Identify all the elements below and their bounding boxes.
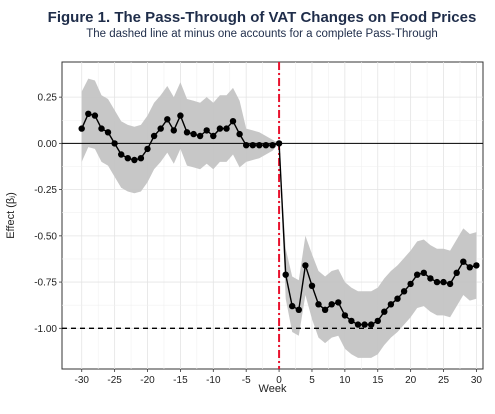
series-point	[315, 301, 322, 308]
y-tick-label: 0.25	[38, 93, 58, 104]
series-point	[177, 112, 184, 119]
x-tick-label: 25	[438, 375, 450, 386]
series-point	[407, 280, 414, 288]
series-point	[183, 129, 191, 136]
series-point	[269, 142, 276, 149]
series-point	[157, 125, 164, 132]
series-point	[473, 262, 480, 269]
series-point	[137, 155, 145, 162]
x-tick-label: -30	[75, 375, 90, 386]
series-point	[243, 142, 250, 149]
y-tick-label: -1.00	[34, 324, 57, 335]
series-point	[78, 125, 85, 132]
series-point	[190, 130, 197, 138]
series-point	[164, 116, 171, 123]
y-tick-label: 0.00	[38, 139, 58, 150]
confidence-band-layer	[81, 78, 477, 358]
series-point	[91, 112, 99, 119]
series-point	[460, 258, 467, 265]
x-tick-label: 5	[309, 375, 315, 386]
series-point	[118, 151, 125, 158]
y-axis-title: Effect (βⱼ)	[5, 192, 17, 239]
series-point	[111, 140, 118, 147]
y-axis-ticks: 0.25 0.00 -0.25 -0.50 -0.75 -1.00	[34, 93, 62, 335]
series-point	[466, 264, 473, 271]
series-point	[414, 271, 421, 278]
series-point	[302, 262, 309, 269]
chart-subtitle: The dashed line at minus one accounts fo…	[86, 28, 438, 40]
series-point	[387, 301, 395, 308]
series-point	[223, 125, 230, 132]
series-point	[453, 269, 460, 276]
x-tick-label: 30	[471, 375, 483, 386]
series-point	[335, 299, 342, 306]
plot-panel	[61, 61, 484, 370]
y-tick-label: -0.75	[34, 278, 57, 289]
series-point	[262, 142, 270, 149]
series-point	[203, 127, 210, 134]
y-tick-label: -0.25	[34, 185, 57, 196]
x-tick-label: 10	[339, 375, 351, 386]
series-point	[275, 140, 283, 147]
series-point	[249, 142, 256, 149]
chart-title: Figure 1. The Pass-Through of VAT Change…	[48, 9, 477, 26]
series-point	[289, 302, 296, 310]
series-point	[150, 132, 158, 140]
series-point	[124, 155, 131, 162]
x-tick-label: -25	[107, 375, 122, 386]
series-point	[427, 275, 434, 282]
x-tick-label: -20	[140, 375, 155, 386]
series-point	[400, 288, 408, 295]
series-point-layer	[78, 110, 480, 328]
series-point	[98, 125, 105, 132]
series-point	[446, 280, 454, 288]
series-point	[321, 306, 329, 313]
series-point	[368, 321, 375, 328]
series-point	[236, 130, 243, 138]
series-point	[374, 317, 381, 325]
series-point	[131, 156, 138, 164]
series-point	[354, 321, 362, 328]
series-point	[308, 282, 316, 289]
series-point	[440, 278, 447, 286]
series-point	[328, 301, 335, 308]
x-tick-label: 15	[372, 375, 384, 386]
x-axis-title: Week	[259, 383, 287, 395]
series-point	[295, 306, 302, 313]
series-point	[196, 132, 204, 140]
series-point	[210, 132, 217, 140]
x-axis-ticks: -30 -25 -20 -15 -10 -5 0 5 10 15 20 25 30	[75, 369, 483, 386]
x-tick-label: 0	[276, 375, 282, 386]
series-point	[348, 317, 355, 325]
series-point	[341, 312, 349, 319]
series-point	[256, 142, 263, 149]
series-point	[216, 125, 224, 132]
series-point	[85, 110, 92, 118]
y-tick-label: -0.50	[34, 231, 57, 242]
series-point	[361, 321, 368, 328]
series-point	[381, 308, 388, 315]
confidence-band	[81, 78, 477, 358]
series-point	[170, 127, 177, 134]
x-tick-label: 20	[405, 375, 417, 386]
x-tick-label: -15	[173, 375, 188, 386]
x-tick-label: -10	[206, 375, 221, 386]
series-point	[144, 145, 151, 153]
series-point	[420, 269, 427, 276]
series-point	[229, 118, 237, 125]
series-point	[104, 129, 112, 136]
x-tick-label: -5	[242, 375, 251, 386]
series-point	[433, 278, 441, 286]
series-point	[394, 295, 401, 302]
series-point	[282, 271, 289, 278]
